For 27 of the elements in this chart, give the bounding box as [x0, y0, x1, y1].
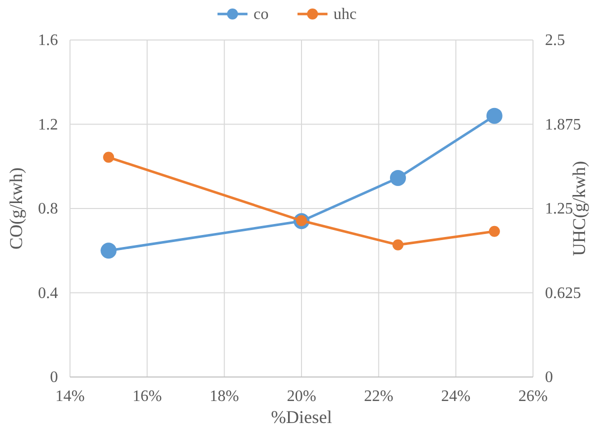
- x-tick-label: 22%: [364, 388, 394, 405]
- point: [488, 226, 500, 237]
- point: [103, 152, 114, 163]
- x-tick-label: 24%: [441, 388, 470, 405]
- y2-tick-label: 2.5: [545, 32, 565, 49]
- point: [486, 108, 502, 124]
- point: [390, 170, 406, 186]
- y-tick-label: 1.2: [38, 116, 58, 134]
- x-tick-label: 14%: [55, 388, 85, 405]
- y-axis-title: CO(g/kwh): [6, 168, 26, 250]
- y2-tick-label: 0.625: [545, 284, 581, 302]
- x-tick-label: 18%: [210, 388, 239, 405]
- y2-tick-label: 1.875: [545, 116, 581, 134]
- legend-label: uhc: [334, 6, 357, 23]
- x-tick-label: 26%: [518, 388, 548, 405]
- y2-tick-label: 0: [545, 369, 553, 386]
- x-axis-title: %Diesel: [271, 407, 332, 427]
- y-tick-label: 0.4: [38, 284, 58, 302]
- x-tick-label: 20%: [286, 388, 316, 405]
- x-tick-label: 16%: [132, 388, 162, 405]
- y-tick-label: 0.8: [38, 200, 58, 218]
- y-tick-label: 1.6: [38, 32, 58, 49]
- point: [392, 239, 404, 250]
- legend-label: co: [254, 6, 269, 23]
- y-tick-label: 0: [50, 369, 58, 386]
- y2-tick-label: 1.25: [545, 200, 573, 218]
- point: [100, 242, 117, 259]
